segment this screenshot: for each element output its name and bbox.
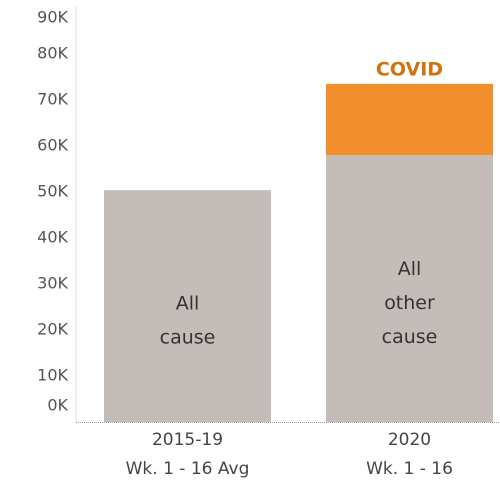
x-tick-label: 2020: [388, 430, 431, 450]
bar-segment: [326, 155, 493, 422]
segment-label: COVID: [376, 58, 443, 80]
y-tick-label: 90K: [37, 8, 68, 27]
y-tick-label: 60K: [37, 136, 68, 155]
y-tick-label: 80K: [37, 44, 68, 63]
x-tick-label: Wk. 1 - 16 Avg: [126, 459, 250, 479]
segment-label: cause: [382, 326, 438, 348]
segment-label: All: [176, 293, 200, 315]
y-tick-label: 70K: [37, 90, 68, 109]
segment-label: All: [398, 258, 422, 280]
y-tick-label: 0K: [47, 396, 68, 415]
y-tick-label: 10K: [37, 366, 68, 385]
y-tick-label: 50K: [37, 182, 68, 201]
bar-segment: [326, 83, 493, 156]
x-tick-label: 2015-19: [152, 430, 223, 450]
y-tick-label: 40K: [37, 228, 68, 247]
segment-label: other: [384, 292, 435, 314]
bar-segment: [104, 190, 271, 422]
y-tick-label: 20K: [37, 320, 68, 339]
x-tick-label: Wk. 1 - 16: [366, 459, 453, 479]
y-tick-label: 30K: [37, 274, 68, 293]
segment-label: cause: [160, 327, 216, 349]
